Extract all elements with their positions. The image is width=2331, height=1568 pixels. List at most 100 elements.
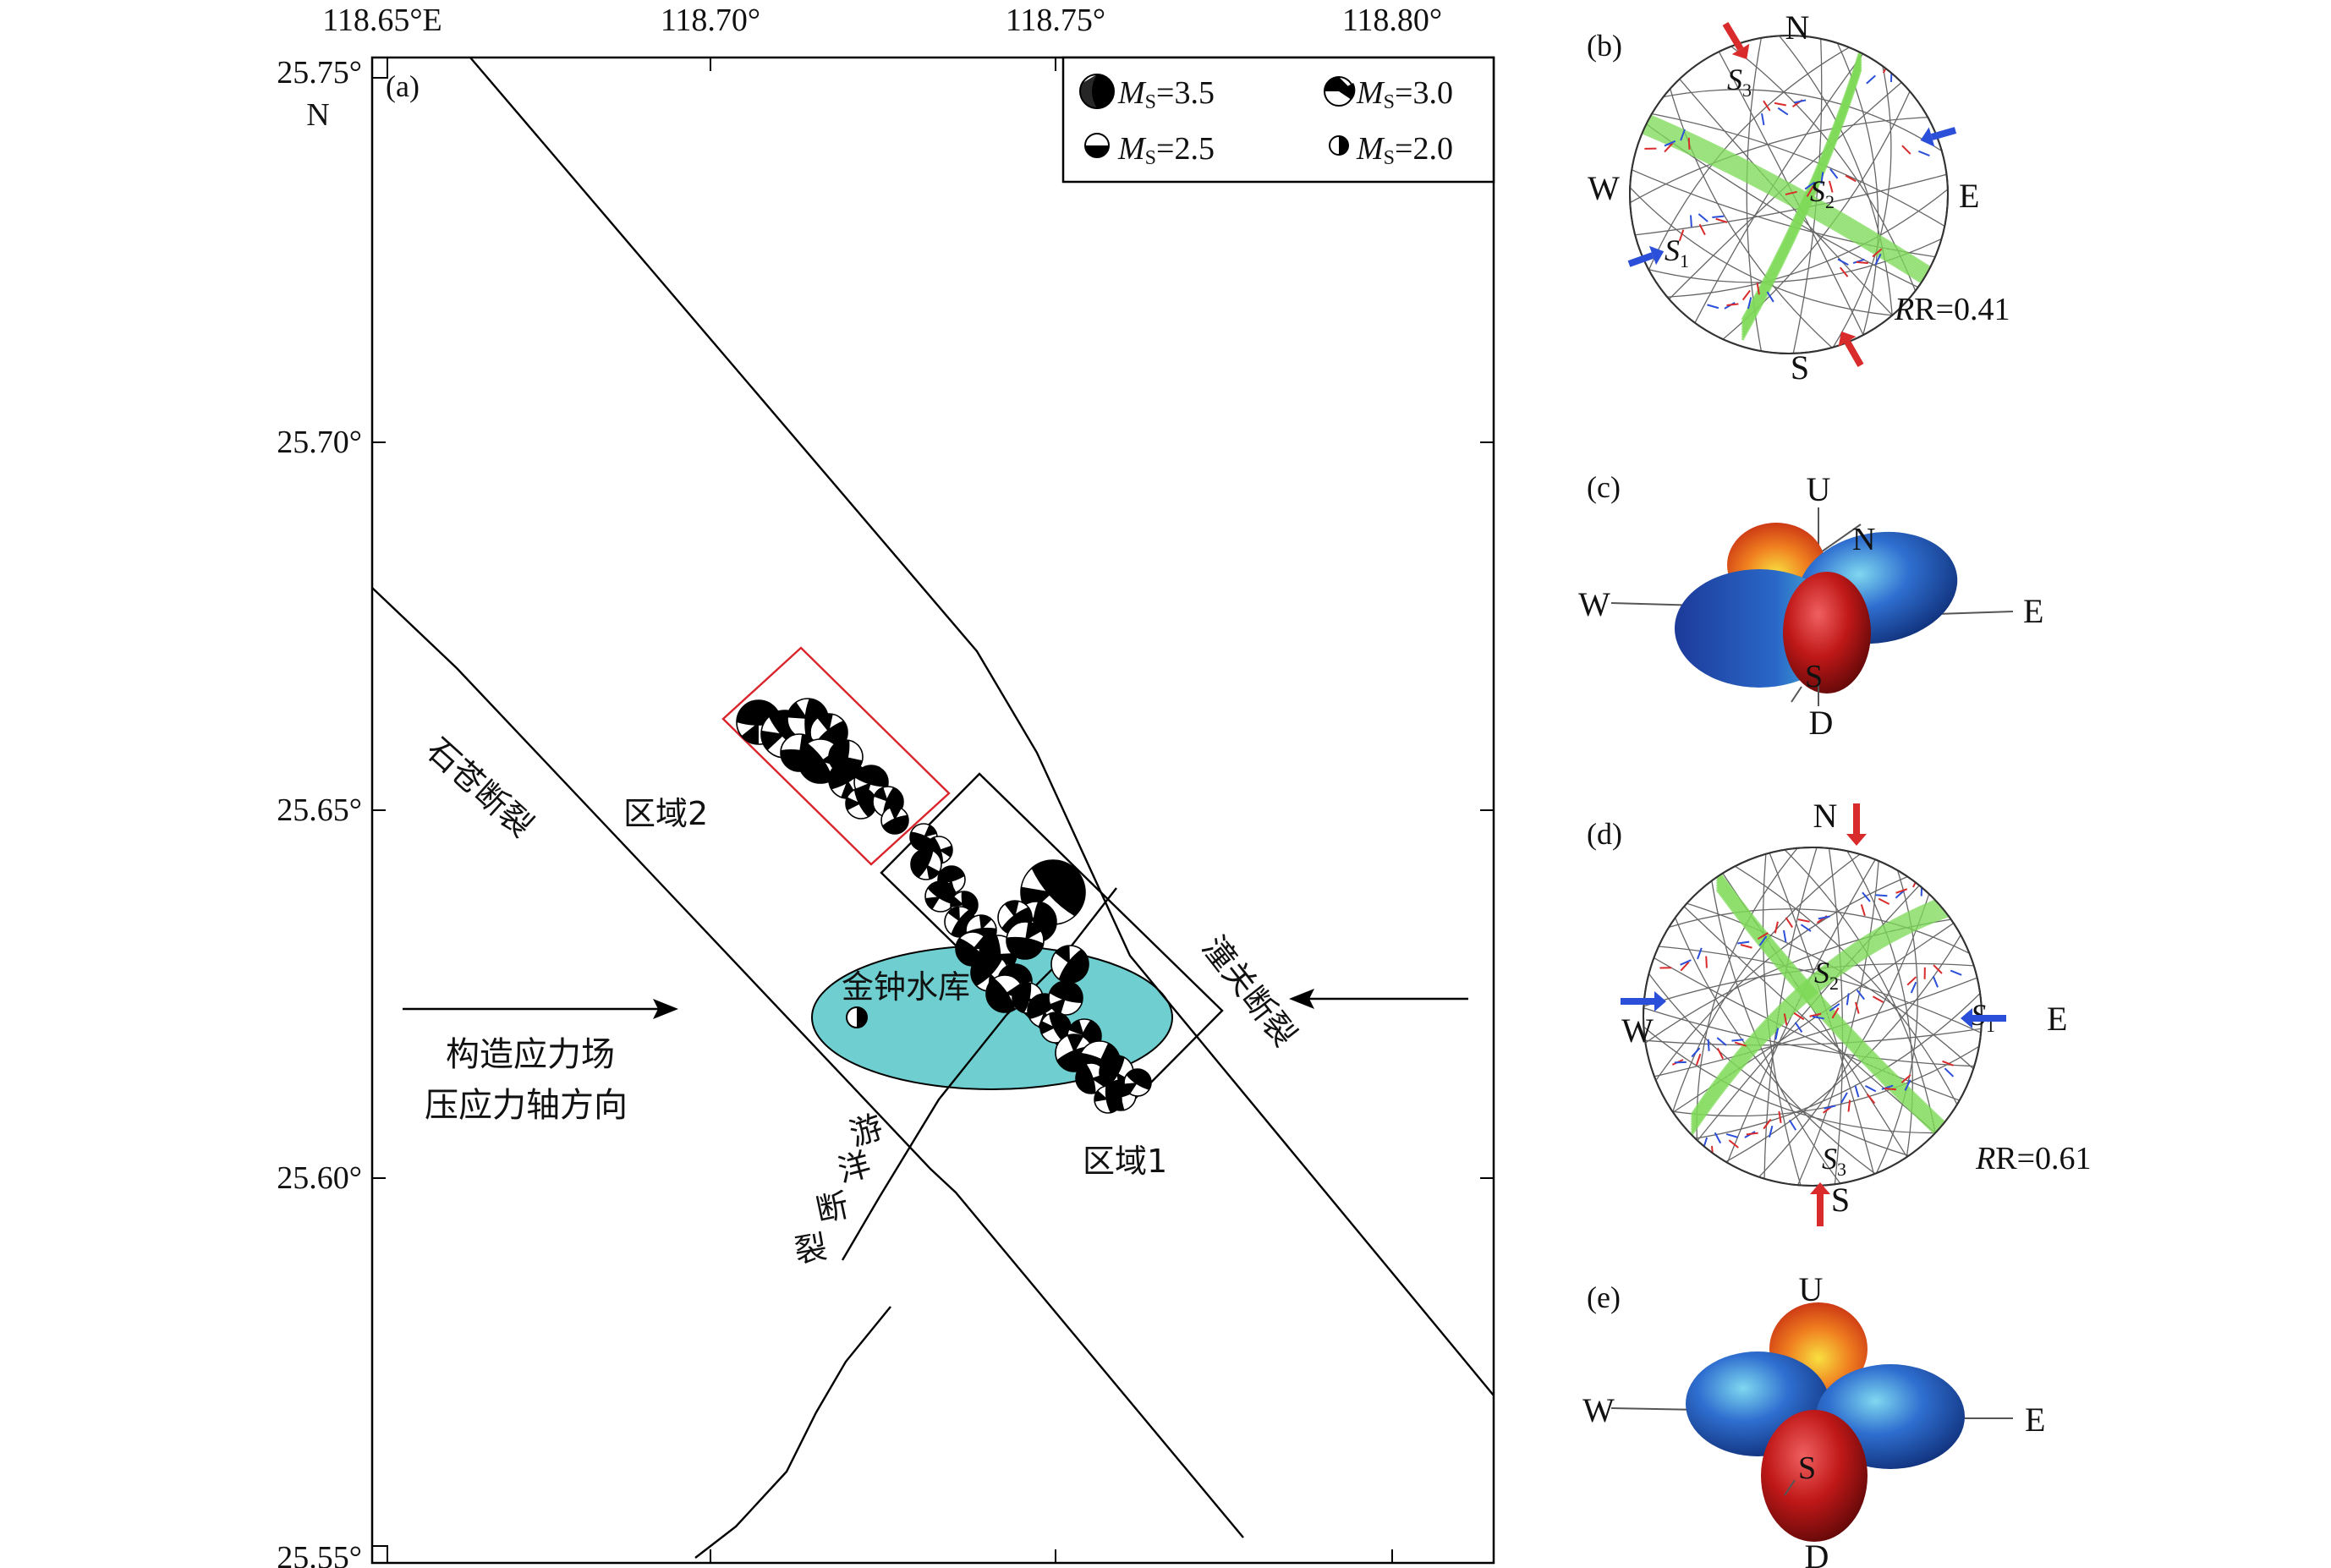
green-band (1690, 904, 1972, 1133)
slip-vector (1900, 1074, 1911, 1083)
north-label: N (1785, 8, 1810, 47)
south-label: S (1805, 659, 1823, 694)
s3-label: S3 (1727, 63, 1752, 101)
stereonet-d-traces (1643, 847, 1982, 1186)
slip-vector (1794, 99, 1807, 104)
slip-vector (1866, 74, 1876, 85)
slip-vector (1824, 1105, 1836, 1110)
panel-label-b: (b) (1587, 29, 1622, 63)
east-label: E (1959, 177, 1979, 215)
green-band (1690, 896, 1972, 1126)
green-band (1690, 894, 1972, 1123)
stress-arrow-left (403, 999, 678, 1019)
great-circle (1641, 172, 1948, 299)
slip-vector (1904, 1079, 1911, 1091)
slip-vector (1664, 140, 1676, 147)
green-band (1715, 871, 1947, 1127)
slip-vector (1818, 915, 1830, 920)
region2-box (721, 646, 951, 866)
slip-vector (1774, 1028, 1780, 1040)
slip-vector (1777, 107, 1789, 116)
great-circle (1829, 847, 1913, 1186)
stress-axis-arrow (1920, 127, 1957, 147)
north-label: N (1852, 522, 1875, 557)
slip-vector (1707, 304, 1719, 310)
slip-vector (1737, 940, 1750, 945)
great-circle (1643, 866, 1932, 1102)
west-label: W (1578, 585, 1610, 623)
green-band (1690, 902, 1972, 1131)
great-circle (1762, 36, 1895, 342)
beachball (910, 848, 942, 880)
great-circle (1643, 971, 1982, 1081)
stereonet-b: (b) N E S W S3 S2 S1 RR=0.41 (1587, 8, 2010, 387)
slip-vector (1741, 289, 1751, 301)
slip-vector (1728, 1139, 1739, 1149)
slip-vector (1783, 1013, 1788, 1026)
slip-vector (1758, 935, 1768, 946)
great-circle (1823, 36, 1879, 354)
lat-tick-label: 25.70° (277, 425, 362, 460)
slip-vector (1906, 976, 1917, 986)
slip-vector (1705, 956, 1708, 968)
east-label: E (2047, 1000, 2067, 1038)
slip-vector (1933, 964, 1943, 974)
legend-label-3.0: MS=3.0 (1356, 75, 1453, 113)
slip-vector (1698, 213, 1708, 222)
green-band (1690, 891, 1972, 1121)
slip-vector (1881, 1084, 1894, 1090)
stress-axis-arrow (1722, 21, 1750, 60)
slip-vector (1856, 260, 1868, 265)
isolated-focal-mechanism (846, 1006, 868, 1028)
slip-vector (1901, 145, 1911, 155)
legend-ball-3.0 (1324, 76, 1356, 107)
focal-mechanism-cluster (736, 698, 1152, 1114)
panel-label-e: (e) (1587, 1280, 1621, 1314)
east-label: E (2023, 592, 2043, 630)
slip-vector (1852, 258, 1865, 264)
slip-vector (1910, 981, 1917, 994)
great-circle (1637, 36, 1873, 295)
west-label: W (1621, 1012, 1654, 1050)
green-band (1632, 122, 1946, 294)
stress-label-line2: 压应力轴方向 (425, 1086, 628, 1125)
slip-vector (1731, 1039, 1744, 1042)
great-circle (1659, 913, 1968, 1122)
slip-vector (1687, 137, 1691, 150)
south-label: S (1831, 1181, 1850, 1219)
great-circle (1746, 36, 1766, 354)
stress-axis-arrow (1838, 331, 1864, 367)
down-label: D (1809, 704, 1834, 742)
slip-vector (1680, 961, 1690, 972)
slip-vector (1715, 217, 1728, 223)
green-band (1632, 114, 1946, 287)
beachball (1048, 980, 1083, 1016)
stress-axis-arrow (1621, 991, 1666, 1012)
stress-axis-arrow (1961, 1008, 2006, 1028)
stress-axis-arrow (1846, 803, 1867, 846)
south-label: S (1791, 348, 1809, 387)
slip-vector (1866, 1094, 1876, 1105)
west-label: W (1588, 169, 1620, 207)
slip-vector (1793, 1012, 1805, 1021)
slip-vector (1697, 947, 1703, 960)
slip-vector (1884, 1088, 1897, 1091)
slip-vector (1698, 223, 1706, 236)
slip-vector (1895, 888, 1908, 894)
green-band (1715, 876, 1947, 1132)
great-circle (1663, 66, 1851, 354)
slip-vector (1812, 1016, 1824, 1020)
stress-label-line1: 构造应力场 (446, 1035, 615, 1074)
slip-vector (1839, 266, 1849, 277)
slip-vector (1783, 929, 1787, 942)
down-label: D (1805, 1538, 1829, 1568)
s2-label: S2 (1810, 174, 1835, 212)
great-circle (1643, 1025, 1982, 1046)
radiation-pattern-c: (c) U N W E S D (1578, 470, 2043, 742)
slip-vector (1806, 185, 1814, 197)
great-circle (1714, 853, 1969, 1127)
slip-vector (1785, 917, 1794, 929)
slip-vector (1864, 1084, 1877, 1093)
slip-vector (1714, 1132, 1722, 1144)
